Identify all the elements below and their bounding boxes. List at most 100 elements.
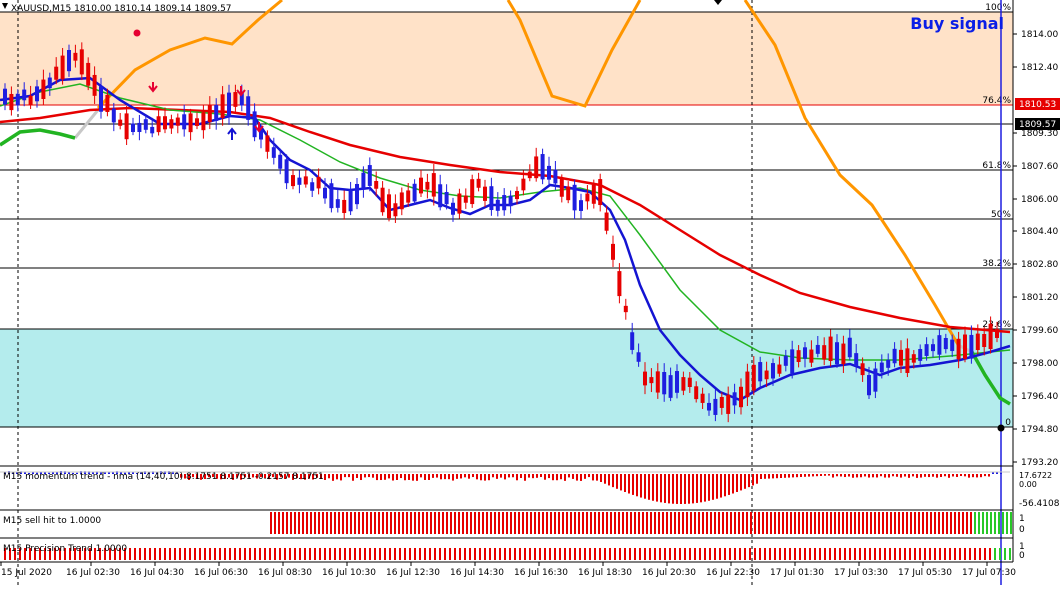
candle-body[interactable]: [643, 371, 647, 386]
candle-body[interactable]: [924, 344, 929, 356]
candle-body[interactable]: [508, 195, 513, 207]
candle-body[interactable]: [335, 199, 340, 208]
candle-body[interactable]: [227, 92, 231, 117]
candle-body[interactable]: [662, 372, 667, 395]
sell-hit-panel[interactable]: M15 sell hit to 1.0000: [0, 509, 1013, 534]
candle-body[interactable]: [956, 338, 961, 360]
candle-body[interactable]: [636, 352, 641, 362]
candle-body[interactable]: [841, 343, 846, 365]
candle-body[interactable]: [214, 104, 219, 121]
candle-body[interactable]: [329, 183, 334, 209]
candle-body[interactable]: [278, 154, 283, 169]
candle-body[interactable]: [79, 49, 84, 75]
candle-body[interactable]: [367, 165, 372, 186]
candle-body[interactable]: [585, 193, 590, 202]
candle-body[interactable]: [310, 182, 315, 191]
candle-body[interactable]: [547, 165, 551, 180]
candle-body[interactable]: [745, 371, 750, 398]
candle-body[interactable]: [143, 119, 148, 130]
candle-body[interactable]: [732, 392, 737, 406]
candle-body[interactable]: [502, 195, 507, 211]
candle-body[interactable]: [707, 402, 711, 411]
candle-body[interactable]: [835, 342, 839, 365]
shift-marker-icon[interactable]: [714, 0, 722, 5]
candle-body[interactable]: [92, 74, 97, 96]
candle-body[interactable]: [719, 396, 724, 408]
candle-body[interactable]: [988, 323, 993, 350]
candle-body[interactable]: [41, 79, 46, 100]
candle-body[interactable]: [246, 96, 251, 120]
candle-body[interactable]: [163, 116, 167, 130]
candle-body[interactable]: [387, 194, 391, 219]
candle-body[interactable]: [783, 355, 788, 366]
time-axis[interactable]: 15 Jul 2020 16 Jul 02:30 16 Jul 04:30 16 Ju…: [0, 561, 1016, 578]
candle-body[interactable]: [444, 192, 449, 205]
candle-body[interactable]: [559, 178, 564, 197]
candle-body[interactable]: [803, 347, 807, 359]
candle-body[interactable]: [22, 89, 27, 101]
candle-body[interactable]: [790, 349, 795, 374]
precision-panel[interactable]: M15 Precision Trend 1.0000: [0, 537, 1013, 560]
candle-body[interactable]: [963, 334, 967, 359]
candle-body[interactable]: [892, 348, 897, 364]
candle-body[interactable]: [201, 112, 206, 131]
candle-body[interactable]: [521, 178, 526, 191]
candle-body[interactable]: [47, 77, 52, 89]
candle-body[interactable]: [854, 353, 859, 367]
candle-body[interactable]: [937, 335, 942, 355]
candle-body[interactable]: [355, 183, 359, 205]
candle-body[interactable]: [252, 111, 257, 138]
candle-body[interactable]: [323, 187, 327, 199]
candle-body[interactable]: [739, 386, 743, 408]
candle-body[interactable]: [118, 119, 123, 126]
candle-body[interactable]: [911, 354, 916, 363]
candle-body[interactable]: [73, 52, 78, 61]
candle-body[interactable]: [99, 86, 103, 112]
candle-body[interactable]: [156, 116, 161, 133]
candle-body[interactable]: [777, 364, 782, 374]
candle-body[interactable]: [828, 336, 833, 361]
candle-body[interactable]: [265, 135, 270, 152]
chart-menu-icon[interactable]: [2, 3, 8, 9]
candle-body[interactable]: [476, 178, 481, 188]
candle-body[interactable]: [931, 344, 935, 352]
candle-body[interactable]: [815, 344, 820, 354]
candle-body[interactable]: [470, 179, 475, 205]
candle-body[interactable]: [489, 186, 494, 211]
candle-body[interactable]: [348, 189, 353, 212]
candle-body[interactable]: [847, 337, 852, 358]
candle-body[interactable]: [495, 199, 500, 211]
candle-body[interactable]: [681, 377, 686, 391]
candle-body[interactable]: [207, 105, 212, 123]
candle-body[interactable]: [751, 364, 756, 391]
candle-body[interactable]: [399, 192, 404, 210]
candle-body[interactable]: [700, 393, 705, 403]
candle-body[interactable]: [668, 375, 673, 398]
candle-body[interactable]: [195, 118, 199, 126]
candle-body[interactable]: [591, 184, 596, 204]
candle-body[interactable]: [131, 123, 135, 133]
candle-body[interactable]: [86, 62, 91, 86]
candle-body[interactable]: [873, 368, 878, 392]
candle-body[interactable]: [259, 129, 263, 140]
candle-body[interactable]: [431, 173, 436, 197]
candle-body[interactable]: [905, 348, 910, 373]
candle-body[interactable]: [137, 122, 142, 133]
candlesticks[interactable]: [3, 42, 999, 423]
candle-body[interactable]: [35, 86, 39, 102]
candle-body[interactable]: [406, 190, 411, 203]
candle-body[interactable]: [969, 334, 974, 359]
candle-body[interactable]: [726, 394, 731, 414]
candle-body[interactable]: [886, 359, 891, 368]
candle-body[interactable]: [623, 305, 628, 313]
candle-body[interactable]: [950, 339, 955, 352]
candle-body[interactable]: [438, 184, 443, 208]
candle-body[interactable]: [617, 271, 622, 297]
candle-body[interactable]: [463, 195, 468, 203]
candle-body[interactable]: [425, 181, 430, 190]
candle-body[interactable]: [67, 49, 71, 72]
candle-body[interactable]: [879, 362, 884, 373]
candle-body[interactable]: [220, 94, 225, 119]
candle-body[interactable]: [515, 191, 519, 200]
